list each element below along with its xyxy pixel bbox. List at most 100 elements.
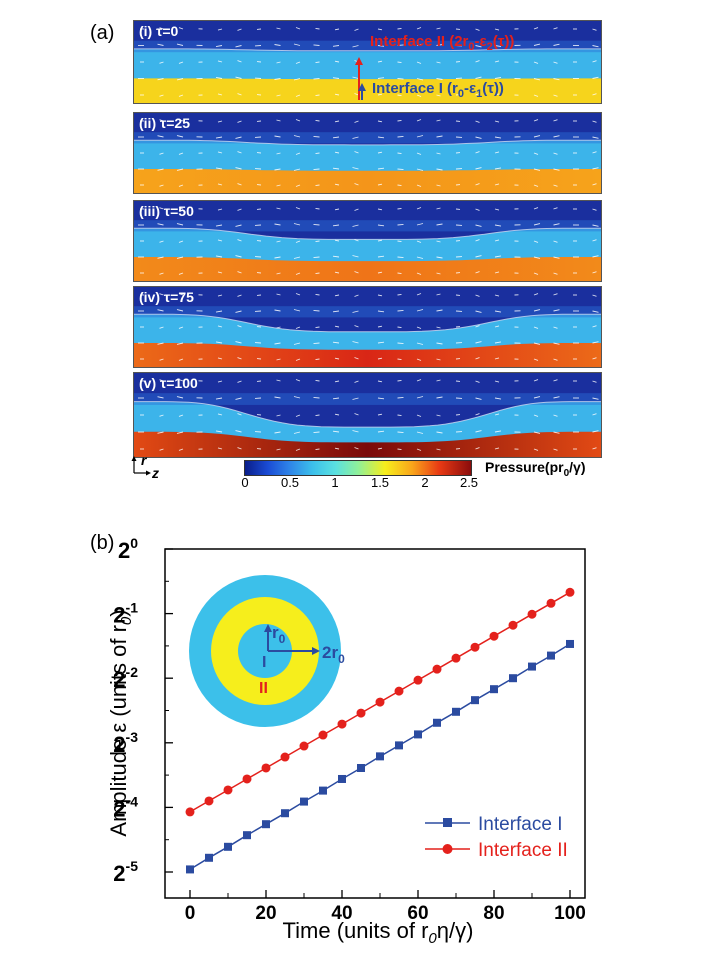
velocity-arrow [235, 310, 242, 313]
velocity-arrow [237, 60, 242, 63]
velocity-arrow [377, 255, 385, 258]
velocity-arrow [436, 342, 443, 345]
velocity-arrow [416, 256, 424, 259]
velocity-arrow [553, 431, 560, 434]
velocity-arrow [397, 152, 402, 155]
legend-label-interface-1: Interface I [478, 814, 563, 835]
velocity-arrow [178, 293, 184, 296]
velocity-arrow [237, 93, 242, 96]
velocity-arrow [315, 414, 320, 417]
velocity-arrow [377, 60, 383, 63]
velocity-arrow [397, 94, 402, 97]
velocity-arrow [332, 224, 340, 227]
velocity-arrow [217, 239, 223, 242]
velocity-arrow [416, 396, 424, 399]
y-axis-title: Amplitude ε (units of r0) [106, 609, 135, 836]
velocity-arrow [176, 309, 184, 312]
velocity-arrow [315, 240, 320, 243]
velocity-arrow [553, 61, 558, 64]
velocity-arrow [553, 94, 558, 97]
velocity-arrow [553, 358, 558, 361]
series-1-point [547, 651, 555, 660]
velocity-arrow [436, 168, 443, 171]
velocity-arrow [157, 78, 164, 81]
velocity-arrow [416, 309, 424, 312]
velocity-arrow [377, 430, 385, 433]
velocity-arrow [315, 272, 320, 275]
velocity-arrow [315, 94, 320, 97]
velocity-arrow [215, 310, 223, 313]
velocity-arrow [553, 240, 558, 243]
velocity-arrow [475, 224, 482, 227]
velocity-arrow [592, 325, 597, 328]
velocity-arrow [416, 272, 422, 275]
velocity-arrow [494, 224, 502, 227]
velocity-arrow [176, 223, 184, 226]
velocity-arrow [293, 168, 301, 171]
velocity-arrow [276, 207, 281, 210]
velocity-arrow [293, 431, 301, 434]
velocity-arrow [354, 120, 359, 123]
x-tick-label-0: 0 [185, 903, 196, 924]
velocity-arrow [159, 240, 164, 243]
velocity-arrow [377, 167, 385, 170]
velocity-arrow [397, 431, 404, 434]
velocity-arrow [533, 326, 539, 329]
velocity-arrow [274, 309, 281, 312]
velocity-arrow [592, 93, 597, 96]
velocity-arrow [553, 272, 558, 275]
velocity-arrow [494, 271, 500, 274]
series-1-point [566, 639, 574, 648]
velocity-arrow [159, 119, 164, 122]
velocity-arrow [533, 396, 541, 399]
y-tick-label-5: 2-5 [113, 858, 138, 886]
velocity-arrow [553, 207, 558, 210]
series-1-point [205, 853, 213, 862]
velocity-arrow [533, 448, 539, 451]
velocity-arrow [274, 223, 281, 226]
velocity-arrow [592, 447, 597, 450]
series-1-point [262, 820, 270, 829]
velocity-arrow [215, 45, 223, 48]
plot-frame [164, 548, 586, 899]
series-1-point [281, 809, 289, 818]
velocity-arrow [397, 119, 402, 122]
velocity-arrow [315, 119, 320, 122]
velocity-arrow [475, 397, 482, 400]
series-2-point [185, 807, 195, 817]
velocity-arrow [436, 256, 443, 259]
velocity-arrow [553, 379, 558, 382]
velocity-arrow [293, 256, 301, 259]
velocity-arrow [352, 255, 359, 258]
velocity-arrow [592, 60, 597, 63]
velocity-arrow [475, 430, 482, 433]
velocity-arrow [178, 379, 184, 382]
velocity-arrow [475, 93, 480, 96]
velocity-arrow [553, 168, 560, 171]
velocity-arrow [592, 357, 597, 360]
velocity-arrow [436, 152, 441, 155]
velocity-arrow [533, 94, 539, 97]
velocity-arrow [293, 223, 301, 226]
velocity-arrow [332, 167, 340, 170]
series-2-point [318, 730, 328, 740]
series-2-point [337, 719, 347, 729]
velocity-arrow [178, 152, 184, 155]
series-2-point [299, 741, 309, 751]
velocity-arrow [217, 447, 223, 450]
x-axis-ticks: 0 20 40 60 80 100 [185, 890, 586, 924]
velocity-arrow [494, 447, 500, 450]
series-1-point [414, 730, 422, 739]
velocity-arrow [377, 120, 383, 123]
interface-2-annotation: Interface II (2r0-ε2(τ)) [370, 33, 514, 53]
velocity-arrow [494, 76, 502, 79]
velocity-arrow [533, 414, 539, 417]
transition-band [134, 393, 601, 405]
velocity-arrow [494, 380, 500, 383]
series-2-point [489, 631, 499, 641]
velocity-arrow [315, 326, 320, 329]
velocity-arrow [436, 207, 441, 210]
velocity-arrow [416, 326, 422, 329]
series-2-point [280, 752, 290, 762]
sim-frame-5-label: (v) τ=100 [139, 375, 198, 391]
